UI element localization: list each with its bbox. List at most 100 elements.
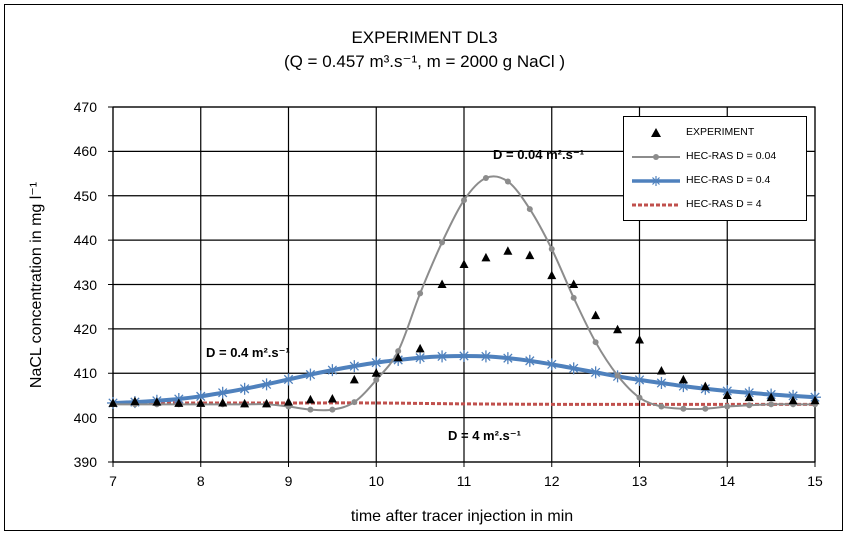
series-point-d04	[260, 378, 273, 391]
series-point-d04	[523, 354, 536, 367]
y-tick-label: 410	[73, 365, 97, 382]
series-point-d04	[589, 366, 602, 379]
annotation-d-4: D = 4 m².s⁻¹	[448, 428, 521, 443]
x-tick-label: 14	[719, 473, 736, 489]
series-point-d004	[417, 290, 424, 297]
series-point-d04	[545, 358, 558, 371]
series-point-d04	[304, 368, 317, 381]
legend-item-d004: HEC-RAS D = 0.04	[624, 147, 808, 167]
experiment-point	[437, 279, 447, 288]
experiment-point	[108, 398, 118, 407]
legend-label: HEC-RAS D = 4	[686, 198, 762, 210]
x-tick-label: 13	[631, 473, 648, 489]
annotation-d-004: D = 0.04 m².s⁻¹	[493, 147, 585, 162]
y-tick-label: 470	[73, 99, 97, 115]
experiment-point	[569, 279, 579, 288]
experiment-point	[349, 374, 359, 384]
y-axis-label: NaCL concentration in mg l⁻¹	[28, 181, 45, 389]
experiment-point	[240, 398, 250, 408]
x-tick-label: 10	[368, 473, 385, 489]
experiment-point	[744, 392, 754, 402]
y-tick-label: 460	[73, 143, 97, 160]
line-circle-marker-icon	[632, 154, 680, 160]
series-point-d004	[570, 294, 577, 301]
y-tick-label: 420	[73, 320, 97, 337]
series-point-d04	[633, 373, 646, 386]
experiment-point	[415, 343, 425, 353]
legend-label: EXPERIMENT	[686, 126, 755, 138]
experiment-point	[130, 396, 140, 406]
x-tick-label: 8	[196, 473, 205, 489]
experiment-point	[722, 390, 732, 399]
x-axis-label: time after tracer injection in min	[350, 508, 574, 525]
experiment-point	[678, 374, 688, 384]
dashed-line-icon	[632, 203, 680, 207]
y-tick-label: 450	[73, 187, 97, 204]
experiment-point	[305, 394, 315, 404]
series-point-d004	[724, 403, 731, 410]
experiment-point	[218, 397, 228, 407]
series-point-d04	[216, 386, 229, 399]
series-point-d004	[592, 339, 599, 346]
experiment-point	[174, 398, 184, 407]
series-point-d04	[655, 377, 668, 390]
x-tick-label: 11	[456, 473, 472, 489]
series-point-d04	[479, 350, 492, 363]
experiment-point	[810, 395, 820, 405]
experiment-point	[481, 252, 491, 262]
experiment-point	[262, 398, 272, 408]
experiment-point	[393, 352, 403, 362]
chart-frame	[4, 4, 843, 531]
series-point-d004	[614, 372, 621, 379]
x-tick-label: 15	[807, 473, 823, 489]
triangle-marker-icon	[651, 128, 661, 137]
series-point-d004	[636, 394, 643, 401]
experiment-point	[371, 368, 381, 377]
series-point-d04	[238, 382, 251, 395]
series-point-d04	[370, 356, 383, 369]
experiment-point	[656, 366, 666, 375]
line-star-marker-icon	[632, 176, 680, 186]
series-point-d004	[702, 405, 709, 412]
legend-item-d4: HEC-RAS D = 4	[624, 195, 808, 215]
legend-item-experiment: EXPERIMENT	[624, 123, 808, 143]
series-point-d004	[658, 403, 665, 410]
legend-label: HEC-RAS D = 0.04	[686, 150, 777, 162]
experiment-point	[788, 395, 798, 405]
experiment-point	[700, 381, 710, 391]
series-point-d04	[501, 352, 514, 365]
experiment-point	[547, 270, 557, 280]
experiment-point	[635, 334, 644, 344]
experiment-point	[525, 250, 535, 260]
chart-subtitle: (Q = 0.457 m³.s⁻¹, m = 2000 g NaCl )	[283, 52, 566, 71]
series-point-d04	[326, 364, 339, 377]
experiment-point	[196, 398, 206, 407]
series-point-d004	[746, 402, 753, 409]
series-point-d004	[526, 206, 533, 213]
y-tick-label: 440	[73, 232, 97, 249]
legend-label: HEC-RAS D = 0.4	[686, 174, 771, 186]
series-point-d004	[307, 406, 314, 413]
experiment-point	[327, 393, 337, 403]
series-point-d04	[348, 360, 361, 373]
series-point-d04	[414, 351, 427, 364]
x-tick-label: 7	[109, 473, 117, 489]
series-point-d004	[439, 239, 446, 246]
y-tick-label: 390	[73, 454, 97, 470]
series-point-d04	[567, 362, 580, 375]
series-point-d004	[461, 197, 467, 204]
y-tick-label: 430	[73, 276, 97, 293]
series-point-d004	[329, 406, 336, 413]
experiment-point	[503, 246, 513, 255]
series-point-d004	[482, 175, 489, 181]
series-point-d004	[351, 399, 358, 406]
experiment-point	[152, 397, 162, 406]
series-point-d04	[458, 349, 470, 362]
experiment-point	[459, 259, 469, 269]
series-point-d004	[504, 178, 511, 185]
chart-title: EXPERIMENT DL3	[351, 28, 498, 47]
chart-legend: EXPERIMENT HEC-RAS D = 0.04 HEC-RAS D = …	[623, 116, 807, 221]
experiment-point	[613, 324, 623, 334]
y-tick-label: 400	[73, 409, 97, 426]
